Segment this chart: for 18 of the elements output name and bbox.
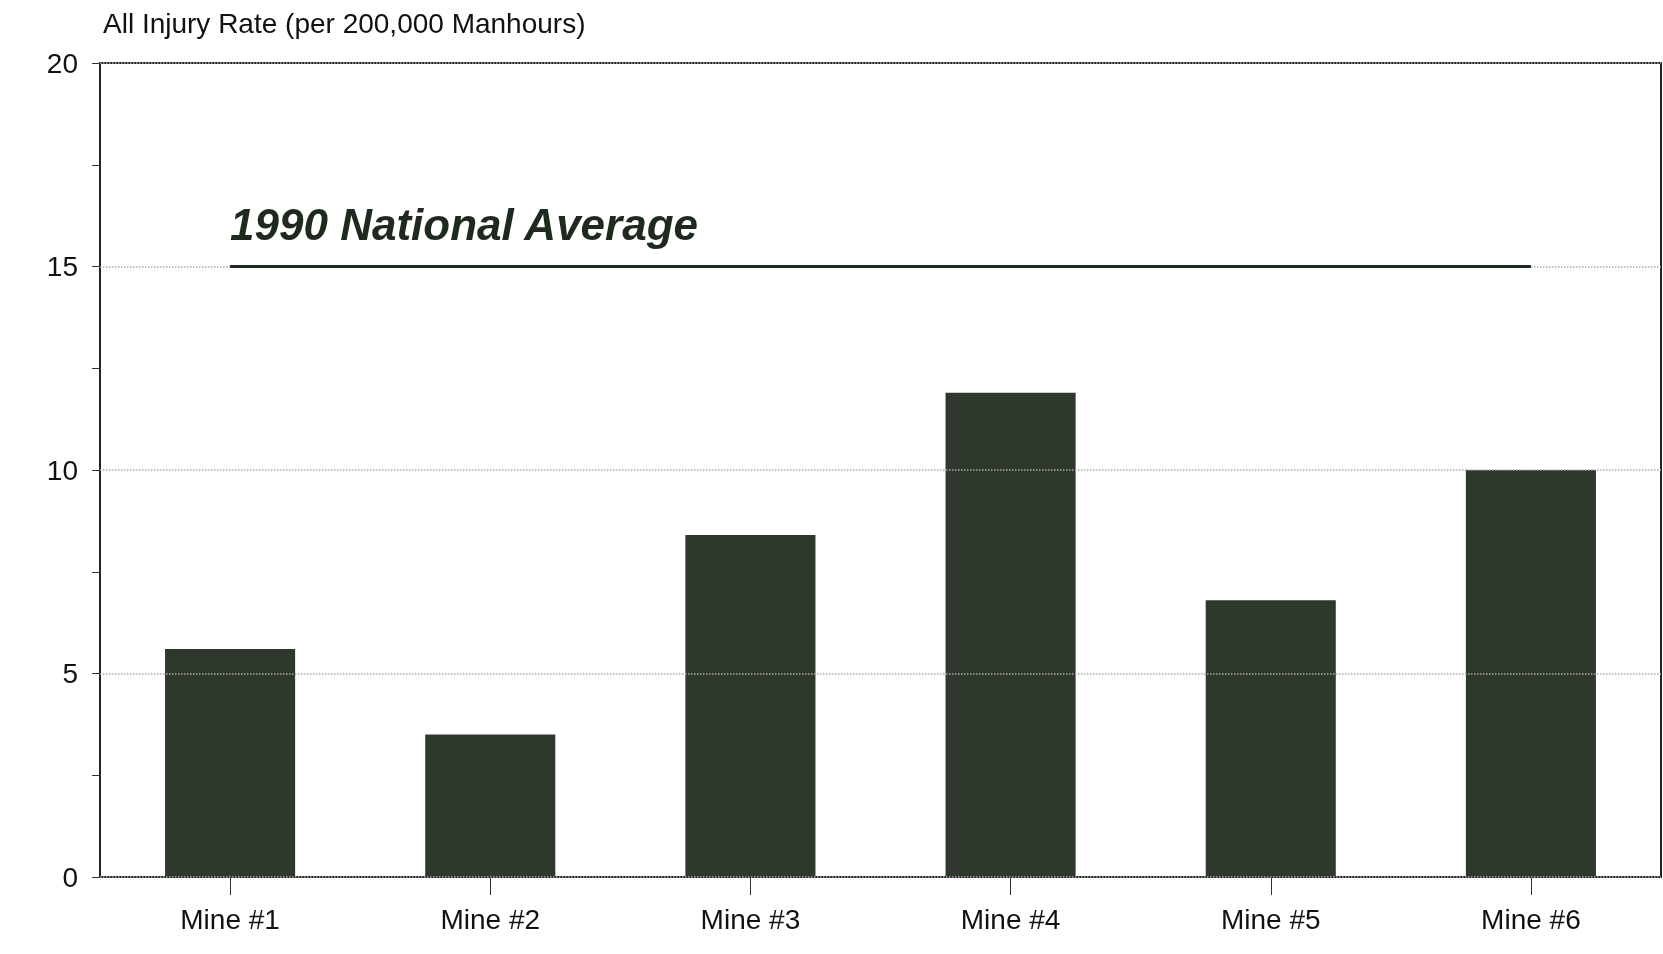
x-tick-label: Mine #3 (700, 903, 801, 935)
y-axis-title: All Injury Rate (per 200,000 Manhours) (103, 7, 586, 39)
y-tick-label: 20 (46, 47, 78, 79)
x-tick-label: Mine #5 (1220, 903, 1321, 935)
y-tick-label: 5 (62, 658, 78, 689)
bar (1465, 470, 1596, 877)
bar (425, 734, 556, 877)
bar (945, 392, 1076, 877)
x-tick-label: Mine #4 (960, 903, 1061, 935)
x-tick-label: Mine #1 (180, 903, 280, 935)
bar (165, 649, 296, 877)
y-tick-label: 15 (46, 251, 78, 282)
x-tick-label: Mine #2 (440, 903, 541, 935)
bar (1205, 600, 1336, 877)
ref-line-label: 1990 National Average (230, 200, 699, 249)
y-tick-label: 10 (46, 454, 78, 486)
y-tick-label: 0 (62, 861, 78, 893)
x-tick-label: Mine #6 (1481, 903, 1581, 935)
